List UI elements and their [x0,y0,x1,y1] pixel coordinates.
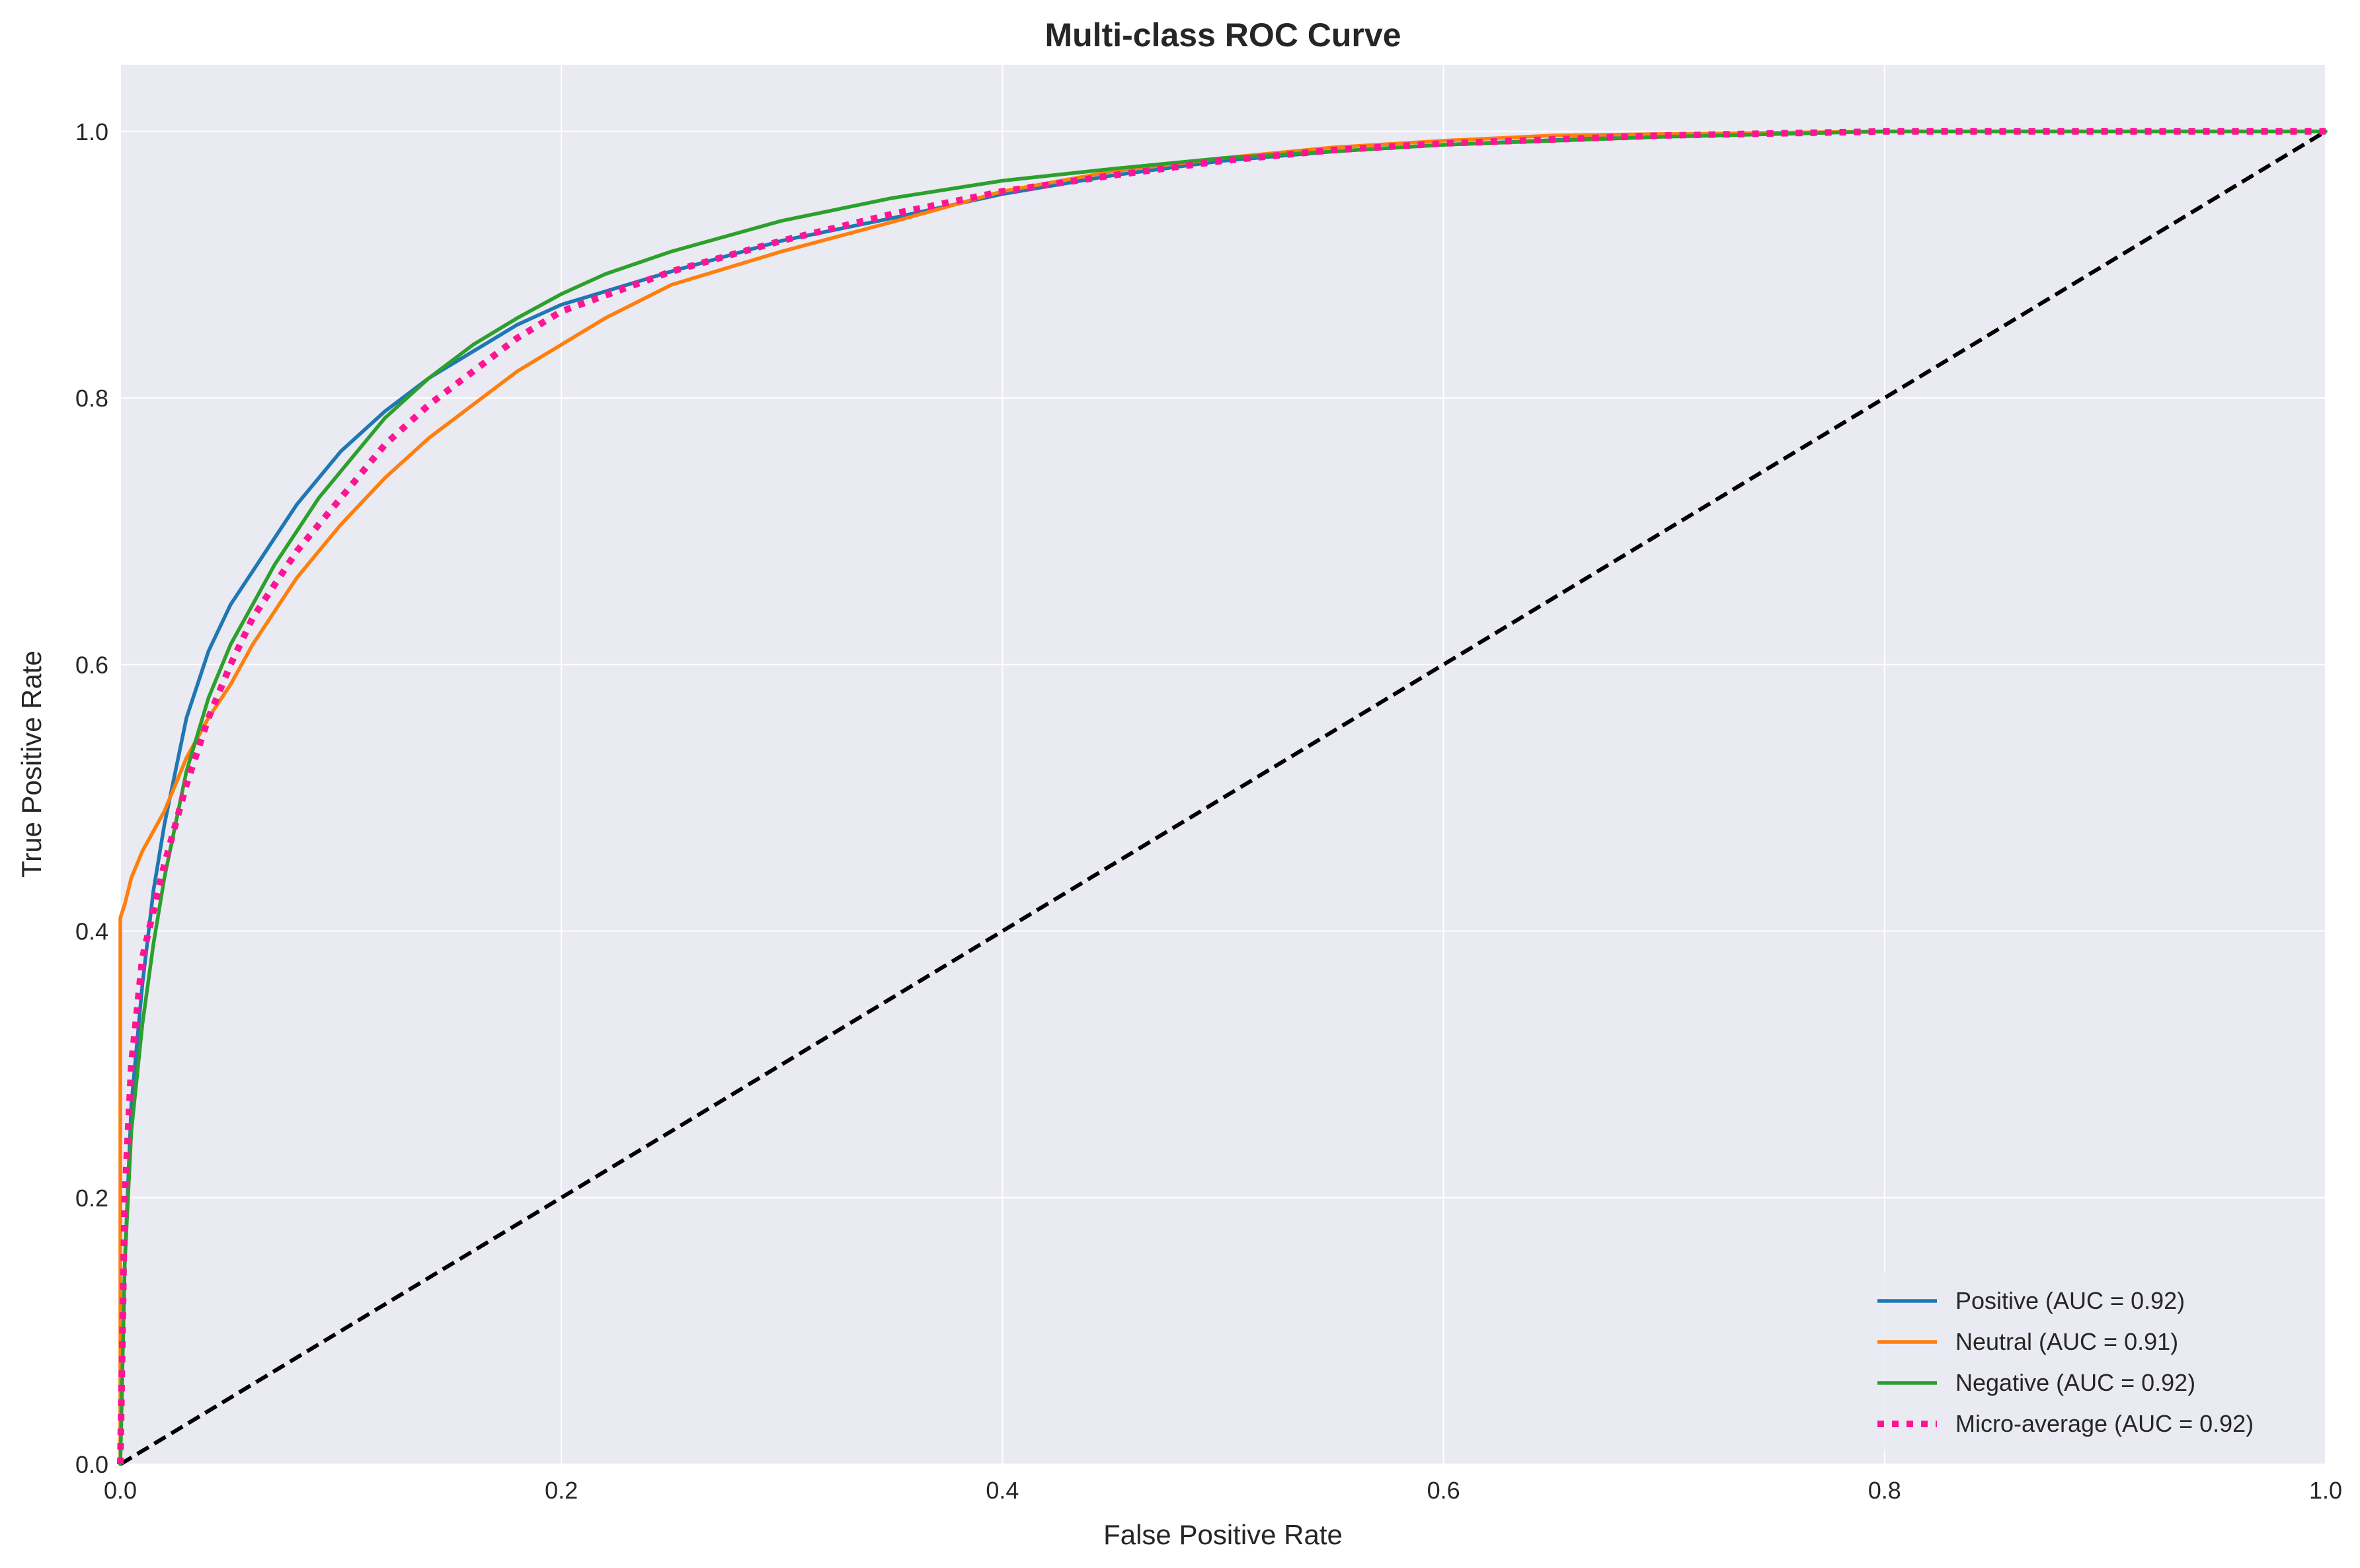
legend-label-positive: Positive (AUC = 0.92) [1955,1287,2185,1314]
series-line-negative [118,130,2328,1466]
x-tick-label: 1.0 [2309,1477,2342,1504]
y-tick-label: 0.2 [75,1185,108,1212]
y-tick-label: 0.0 [75,1451,108,1478]
legend-label-micro-average: Micro-average (AUC = 0.92) [1955,1410,2254,1437]
y-axis-label: True Positive Rate [16,650,47,878]
grid-lines [120,65,2326,1465]
series-layer [117,128,2328,1466]
legend-label-neutral: Neutral (AUC = 0.91) [1955,1328,2178,1355]
legend-box [1861,1273,2310,1451]
x-tick-label: 0.2 [545,1477,578,1504]
y-tick-label: 0.6 [75,651,108,678]
x-axis-label: False Positive Rate [1103,1519,1343,1550]
x-tick-label: 0.4 [986,1477,1019,1504]
x-tick-label: 0.0 [104,1477,137,1504]
series-line-chance [119,130,2327,1466]
legend: Positive (AUC = 0.92) Neutral (AUC = 0.91… [1861,1273,2310,1451]
series-line-micro-average [117,128,2326,1465]
legend-label-negative: Negative (AUC = 0.92) [1955,1369,2195,1396]
plot-area [120,65,2326,1464]
x-tick-label: 0.8 [1868,1477,1901,1504]
y-tick-label: 0.8 [75,385,108,412]
y-tick-label: 1.0 [75,118,108,145]
y-tick-label: 0.4 [75,918,108,945]
axis-ticks: 0.0 0.2 0.4 0.6 0.8 1.0 0.0 0.2 0.4 0.6 0.8 1.0 [75,118,2342,1504]
x-tick-label: 0.6 [1427,1477,1460,1504]
chart-title: Multi-class ROC Curve [1044,17,1401,54]
